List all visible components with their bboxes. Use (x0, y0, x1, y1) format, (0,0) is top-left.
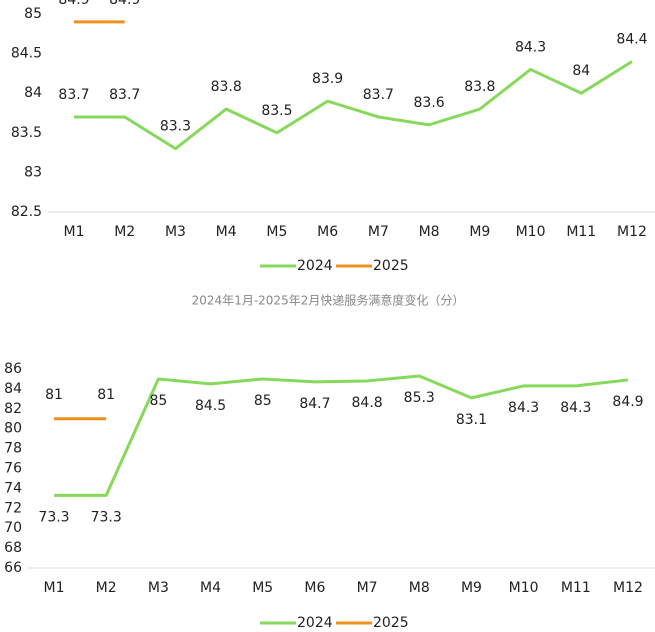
data-label: 73.3 (91, 509, 122, 525)
data-label: 83.7 (363, 87, 394, 103)
data-label: 84.3 (508, 400, 539, 416)
x-tick-label: M7 (357, 580, 378, 596)
data-label: 84 (572, 63, 590, 79)
data-label: 84.7 (299, 396, 330, 412)
y-tick-label: 83 (24, 164, 42, 180)
legend-label: 2025 (373, 615, 409, 631)
y-tick-label: 78 (4, 441, 22, 457)
x-tick-label: M7 (368, 224, 389, 240)
legend-label: 2025 (373, 258, 409, 274)
data-label: 83.6 (414, 95, 445, 111)
data-label: 84.9 (612, 394, 643, 410)
y-tick-label: 86 (4, 361, 22, 377)
series-line (54, 374, 629, 497)
x-tick-label: M1 (64, 224, 85, 240)
data-label: 83.8 (211, 79, 242, 95)
x-tick-label: M5 (252, 580, 273, 596)
x-tick-label: M12 (613, 580, 643, 596)
x-tick-label: M1 (44, 580, 65, 596)
y-tick-label: 66 (4, 560, 22, 576)
x-tick-label: M6 (304, 580, 325, 596)
y-tick-label: 70 (4, 520, 22, 536)
y-tick-label: 84.5 (11, 46, 42, 62)
data-label: 84.9 (109, 0, 140, 8)
data-label: 85.3 (404, 390, 435, 406)
data-label: 83.9 (312, 71, 343, 87)
data-label: 85 (149, 393, 167, 409)
x-tick-label: M3 (148, 580, 169, 596)
x-tick-label: M10 (516, 224, 546, 240)
y-tick-label: 72 (4, 500, 22, 516)
x-tick-label: M12 (617, 224, 647, 240)
x-tick-label: M11 (566, 224, 596, 240)
x-tick-label: M2 (114, 224, 135, 240)
y-tick-label: 82 (4, 401, 22, 417)
y-tick-label: 76 (4, 461, 22, 477)
y-tick-label: 84 (24, 85, 42, 101)
data-label: 84.3 (515, 39, 546, 55)
y-tick-label: 83.5 (11, 125, 42, 141)
data-label: 84.4 (616, 32, 647, 48)
data-label: 84.3 (560, 400, 591, 416)
data-label: 83.8 (464, 79, 495, 95)
data-label: 84.8 (352, 395, 383, 411)
x-tick-label: M6 (317, 224, 338, 240)
x-tick-label: M5 (266, 224, 287, 240)
y-tick-label: 74 (4, 480, 22, 496)
x-tick-label: M8 (409, 580, 430, 596)
data-label: 73.3 (38, 509, 69, 525)
x-tick-label: M9 (461, 580, 482, 596)
legend-label: 2024 (297, 615, 333, 631)
x-tick-label: M2 (96, 580, 117, 596)
chart-caption: 2024年1月-2025年2月快递服务满意度变化（分） (192, 293, 465, 308)
legend-label: 2024 (297, 258, 333, 274)
x-tick-label: M10 (509, 580, 539, 596)
x-tick-label: M11 (561, 580, 591, 596)
x-tick-label: M9 (469, 224, 490, 240)
data-label: 81 (45, 387, 63, 403)
series-line (74, 60, 633, 151)
y-tick-label: 84 (4, 381, 22, 397)
x-tick-label: M8 (419, 224, 440, 240)
x-tick-label: M3 (165, 224, 186, 240)
data-label: 84.9 (58, 0, 89, 8)
data-label: 85 (254, 393, 272, 409)
data-label: 83.3 (160, 119, 191, 135)
data-label: 83.1 (456, 412, 487, 428)
data-label: 83.7 (109, 87, 140, 103)
y-tick-label: 82.5 (11, 204, 42, 220)
y-tick-label: 85 (24, 6, 42, 22)
data-label: 83.7 (58, 87, 89, 103)
data-label: 81 (97, 387, 115, 403)
data-label: 83.5 (261, 103, 292, 119)
y-tick-label: 80 (4, 421, 22, 437)
data-label: 84.5 (195, 398, 226, 414)
y-tick-label: 68 (4, 540, 22, 556)
x-tick-label: M4 (200, 580, 221, 596)
x-tick-label: M4 (216, 224, 237, 240)
